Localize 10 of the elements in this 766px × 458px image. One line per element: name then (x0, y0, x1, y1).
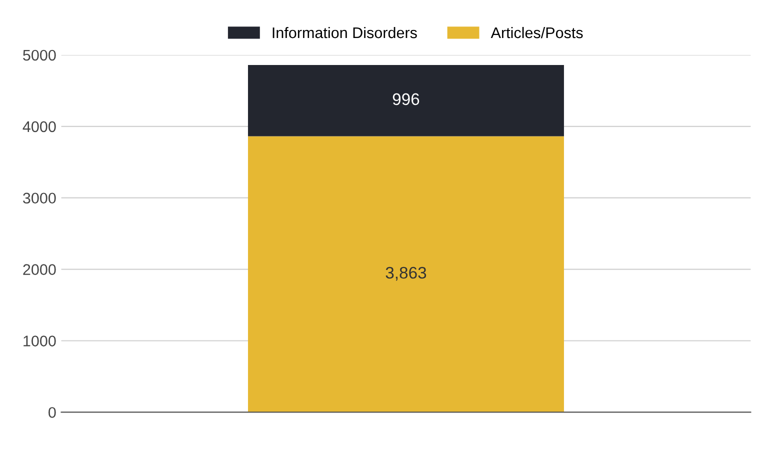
y-tick-label: 0 (48, 407, 56, 418)
y-tick-label: 3000 (23, 192, 56, 204)
legend-label: Articles/Posts (490, 26, 583, 38)
legend-label: Information Disorders (272, 26, 417, 38)
y-tick-label: 5000 (23, 50, 56, 61)
y-tick-label: 4000 (22, 121, 56, 132)
data-label: 3,863 (386, 266, 426, 281)
y-tick-label: 2000 (23, 264, 56, 275)
data-label: 996 (392, 93, 420, 106)
y-tick-label: 1000 (24, 336, 56, 346)
